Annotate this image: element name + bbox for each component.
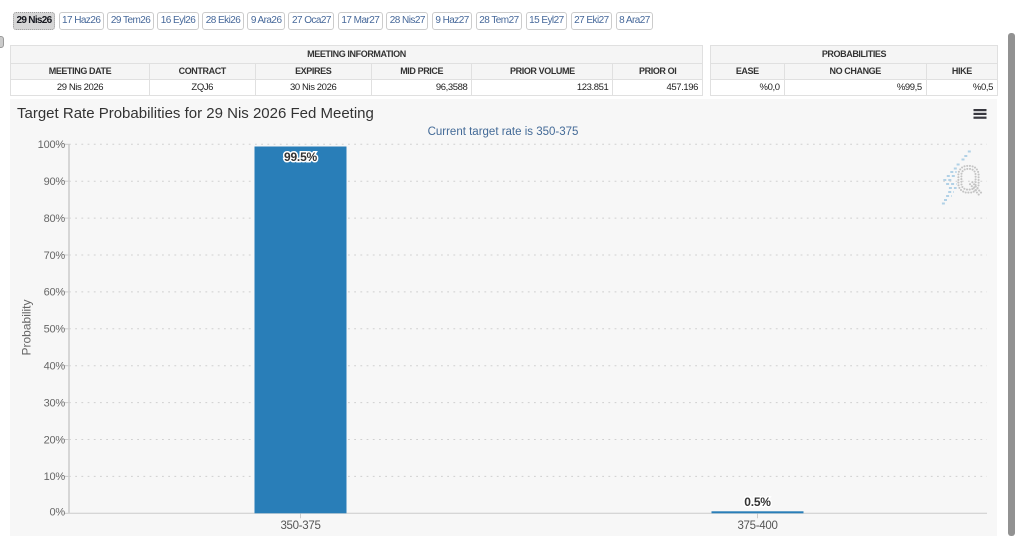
svg-text:30%: 30% (44, 397, 66, 409)
svg-text:Current target rate is 350-375: Current target rate is 350-375 (428, 126, 579, 138)
svg-text:20%: 20% (44, 434, 66, 446)
svg-text:0%: 0% (50, 507, 66, 519)
svg-text:350-375: 350-375 (280, 520, 320, 532)
svg-text:100%: 100% (38, 139, 66, 151)
svg-text:Probability: Probability (20, 299, 34, 355)
svg-text:99.5%: 99.5% (284, 150, 318, 164)
svg-text:50%: 50% (44, 324, 66, 336)
svg-text:90%: 90% (44, 176, 66, 188)
svg-text:0.5%: 0.5% (744, 495, 771, 509)
svg-text:80%: 80% (44, 213, 66, 225)
svg-text:Target Rate Probabilities for: Target Rate Probabilities for 29 Nis 202… (17, 105, 374, 122)
svg-text:10%: 10% (44, 471, 66, 483)
svg-text:375-400: 375-400 (737, 520, 777, 532)
svg-text:60%: 60% (44, 287, 66, 299)
svg-text:70%: 70% (44, 250, 66, 262)
svg-text:40%: 40% (44, 361, 66, 373)
